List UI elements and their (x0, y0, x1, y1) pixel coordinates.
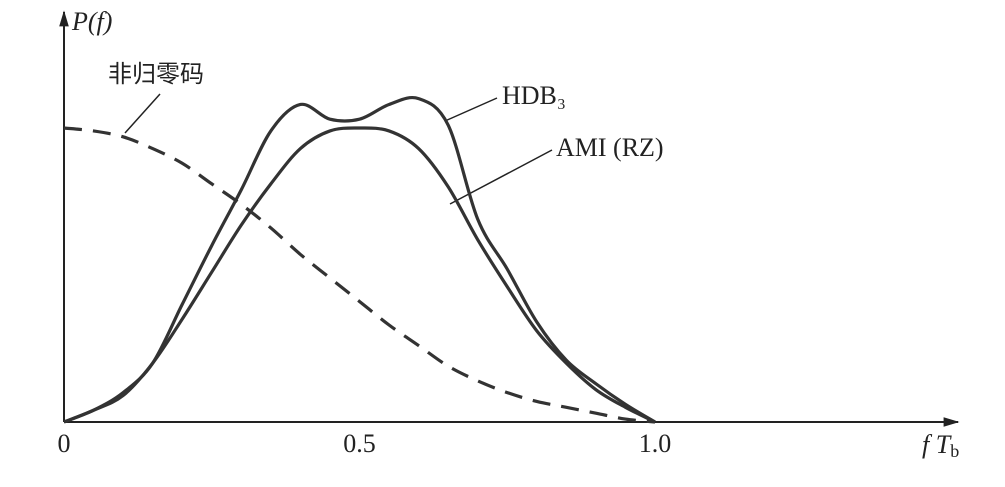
series-label: HDB₃ (502, 81, 566, 110)
series-line (63, 126, 656, 424)
series-line (63, 95, 656, 424)
leader-line (124, 93, 161, 134)
x-tick-label: 1.0 (639, 429, 672, 458)
series-label: 非归零码 (108, 60, 204, 88)
x-tick-label: 0 (58, 429, 71, 458)
leader-line (444, 97, 498, 122)
y-axis-label: P(f) (71, 7, 112, 36)
x-axis-label: f Tb (922, 430, 959, 461)
series-label: AMI (RZ) (556, 133, 664, 162)
series-line (63, 126, 656, 424)
leader-line (449, 149, 553, 205)
x-tick-label: 0.5 (343, 429, 376, 458)
